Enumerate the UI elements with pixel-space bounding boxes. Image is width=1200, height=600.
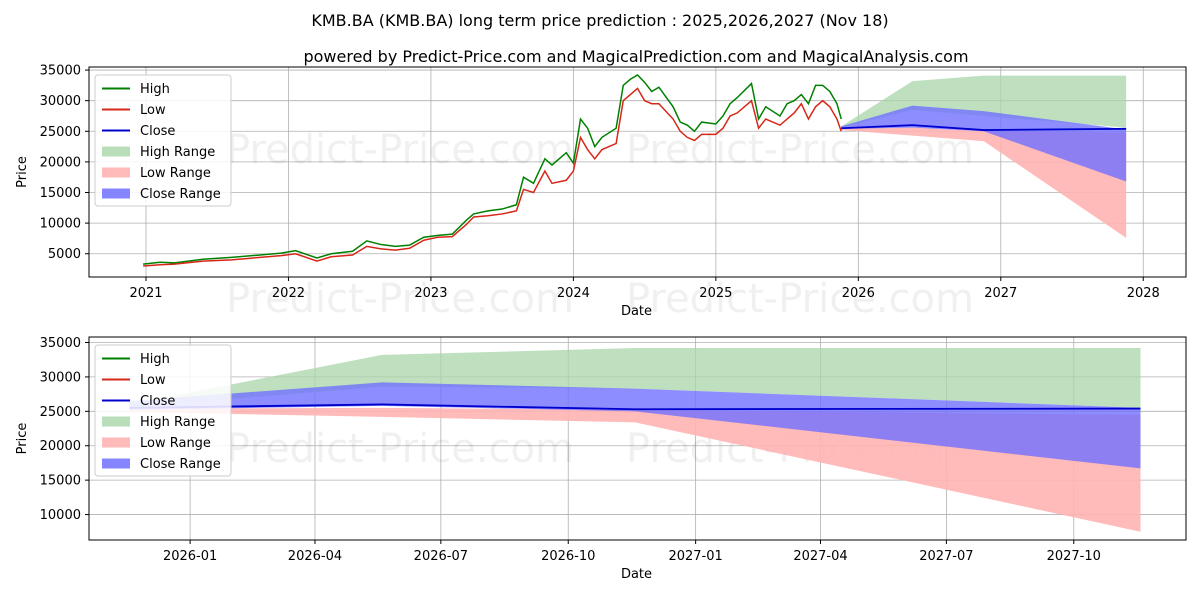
axes-frame [88,336,1187,541]
legend-high-range-label: High Range [140,415,215,430]
plot-area [143,74,1127,267]
legend-close-label: Close [140,124,175,139]
legend-close-range-label: Close Range [140,187,221,202]
plot-area [129,348,1141,532]
x-tick-label: 2027-04 [793,549,847,564]
legend-close-range-label: Close Range [140,457,221,472]
watermark-text: Predict-Price.com [626,276,974,322]
y-axis-label: Price [15,156,30,188]
close-series-line [129,403,1141,411]
y-axis-label: Price [15,423,30,455]
y-tick-label: 30000 [40,94,81,109]
x-tick-label: 2027 [984,286,1017,301]
x-tick-label: 2026 [842,286,875,301]
y-tick-label: 35000 [40,64,81,79]
x-tick-label: 2026-01 [163,549,217,564]
y-tick-label: 10000 [40,508,81,523]
legend-low-range-swatch [102,167,130,178]
legend-close-range-swatch [102,458,130,469]
y-tick-label: 25000 [40,125,81,140]
legend-low-label: Low [140,373,166,388]
y-tick-label: 15000 [40,474,81,489]
high-range-band [841,75,1127,128]
watermark-text: Predict-Price.com [226,276,574,322]
x-tick-label: 2026-04 [288,549,342,564]
high-series-line [143,74,842,265]
legend-high-range-swatch [102,146,130,157]
x-axis-label: Date [621,567,652,582]
watermark-text: Predict-Price.com [226,127,574,173]
x-tick-label: 2024 [557,286,590,301]
y-tick-label: 10000 [40,217,81,232]
x-tick-label: 2028 [1127,286,1160,301]
legend-close-range-swatch [102,188,130,199]
legend-close-label: Close [140,394,175,409]
x-tick-label: 2027-10 [1047,549,1101,564]
low-series-line [143,87,842,267]
y-tick-label: 25000 [40,405,81,420]
panel-forecast-zoom: Predict-Price.comPredict-Price.com2026-0… [15,336,1187,582]
chart-subtitle: powered by Predict-Price.com and Magical… [303,47,968,66]
high-range-band [129,348,1141,408]
axes-frame [88,66,1187,278]
y-tick-label: 20000 [40,439,81,454]
x-tick-label: 2026-07 [414,549,468,564]
x-axis-label: Date [621,304,652,319]
x-tick-label: 2023 [414,286,447,301]
y-tick-label: 30000 [40,370,81,385]
panel-long-term: Predict-Price.com Predict-Price.com Predic… [15,64,1187,322]
x-tick-label: 2027-01 [668,549,722,564]
legend-high-label: High [140,82,170,97]
legend-high-label: High [140,352,170,367]
y-tick-label: 20000 [40,155,81,170]
watermark-text: Predict-Price.com [226,426,574,472]
legend-high-range-label: High Range [140,145,215,160]
legend-high-range-swatch [102,416,130,427]
x-tick-label: 2025 [699,286,732,301]
x-tick-label: 2022 [272,286,305,301]
y-tick-label: 5000 [48,247,81,262]
y-tick-label: 15000 [40,186,81,201]
y-tick-label: 35000 [40,336,81,351]
close-series-line [841,124,1127,131]
x-tick-label: 2021 [129,286,162,301]
x-tick-label: 2027-07 [919,549,973,564]
chart-title: KMB.BA (KMB.BA) long term price predicti… [311,11,888,30]
legend-low-range-label: Low Range [140,166,211,181]
x-tick-label: 2026-10 [541,549,595,564]
legend-low-range-label: Low Range [140,436,211,451]
legend-low-label: Low [140,103,166,118]
legend-low-range-swatch [102,437,130,448]
